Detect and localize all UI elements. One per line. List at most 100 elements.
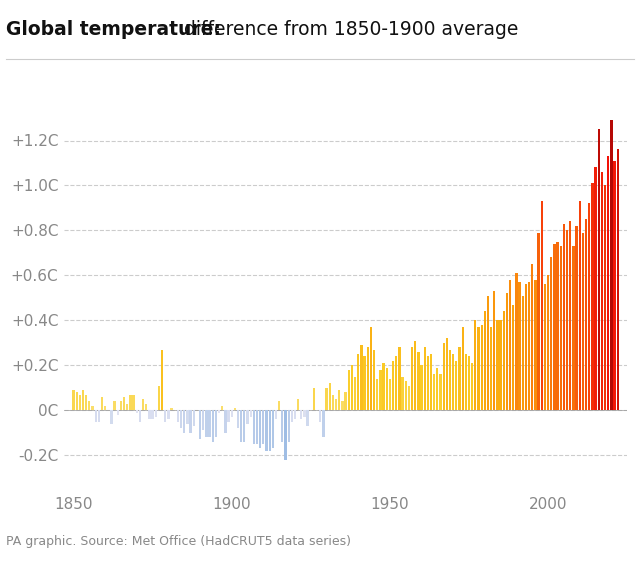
Bar <box>132 395 135 410</box>
Bar <box>360 345 362 410</box>
Bar <box>155 410 157 417</box>
Text: PA graphic. Source: Met Office (HadCRUT5 data series): PA graphic. Source: Met Office (HadCRUT5… <box>6 535 351 548</box>
Bar <box>193 410 195 426</box>
Bar <box>575 226 578 410</box>
Bar <box>329 383 331 410</box>
Bar <box>177 410 179 422</box>
Bar <box>547 275 549 410</box>
Bar <box>458 347 461 410</box>
Bar <box>269 410 271 451</box>
Bar <box>588 203 590 410</box>
Bar <box>538 233 540 410</box>
Bar <box>284 410 287 460</box>
Bar <box>272 410 274 448</box>
Bar <box>474 320 476 410</box>
Bar <box>326 388 328 410</box>
Bar <box>278 401 280 410</box>
Bar <box>452 354 454 410</box>
Bar <box>88 401 90 410</box>
Bar <box>481 325 483 410</box>
Text: Global temperature:: Global temperature: <box>6 20 221 39</box>
Bar <box>180 410 182 428</box>
Bar <box>189 410 192 433</box>
Bar <box>566 230 568 410</box>
Bar <box>145 404 147 410</box>
Bar <box>303 410 306 417</box>
Bar <box>136 410 138 413</box>
Bar <box>427 356 429 410</box>
Bar <box>611 120 612 410</box>
Bar <box>364 356 365 410</box>
Bar <box>471 363 474 410</box>
Bar <box>493 291 495 410</box>
Bar <box>380 370 381 410</box>
Bar <box>607 156 609 410</box>
Bar <box>123 397 125 410</box>
Bar <box>243 410 246 442</box>
Bar <box>341 401 344 410</box>
Bar <box>139 410 141 422</box>
Bar <box>227 410 230 422</box>
Bar <box>275 410 277 419</box>
Bar <box>357 354 360 410</box>
Bar <box>218 410 220 413</box>
Bar <box>440 374 442 410</box>
Bar <box>424 347 426 410</box>
Bar <box>338 390 340 410</box>
Bar <box>120 401 122 410</box>
Bar <box>490 327 492 410</box>
Bar <box>515 273 518 410</box>
Bar <box>170 408 173 410</box>
Bar <box>408 386 410 410</box>
Bar <box>79 395 81 410</box>
Bar <box>461 327 464 410</box>
Bar <box>110 410 113 424</box>
Bar <box>376 379 378 410</box>
Bar <box>186 410 189 424</box>
Bar <box>240 410 243 442</box>
Bar <box>348 370 350 410</box>
Bar <box>234 408 236 410</box>
Bar <box>477 327 479 410</box>
Bar <box>126 404 129 410</box>
Bar <box>266 410 268 451</box>
Text: difference from 1850-1900 average: difference from 1850-1900 average <box>178 20 518 39</box>
Bar <box>202 410 204 430</box>
Bar <box>616 149 619 410</box>
Bar <box>281 410 284 442</box>
Bar <box>256 410 258 444</box>
Bar <box>287 410 290 442</box>
Bar <box>224 410 227 433</box>
Bar <box>319 410 321 422</box>
Bar <box>300 410 303 419</box>
Bar <box>246 410 249 424</box>
Bar <box>95 410 97 422</box>
Bar <box>158 386 160 410</box>
Bar <box>585 219 588 410</box>
Bar <box>230 410 233 417</box>
Bar <box>85 395 87 410</box>
Bar <box>595 167 596 410</box>
Bar <box>414 341 417 410</box>
Bar <box>534 280 536 410</box>
Bar <box>385 368 388 410</box>
Bar <box>404 381 407 410</box>
Bar <box>579 201 581 410</box>
Bar <box>209 410 211 437</box>
Bar <box>430 354 432 410</box>
Bar <box>420 365 422 410</box>
Bar <box>487 296 489 410</box>
Bar <box>129 395 132 410</box>
Bar <box>449 350 451 410</box>
Bar <box>148 410 150 419</box>
Bar <box>613 161 616 410</box>
Bar <box>550 257 552 410</box>
Bar <box>411 347 413 410</box>
Bar <box>101 397 103 410</box>
Bar <box>591 183 593 410</box>
Bar <box>383 363 385 410</box>
Bar <box>152 410 154 419</box>
Bar <box>388 379 391 410</box>
Bar <box>351 365 353 410</box>
Bar <box>528 282 531 410</box>
